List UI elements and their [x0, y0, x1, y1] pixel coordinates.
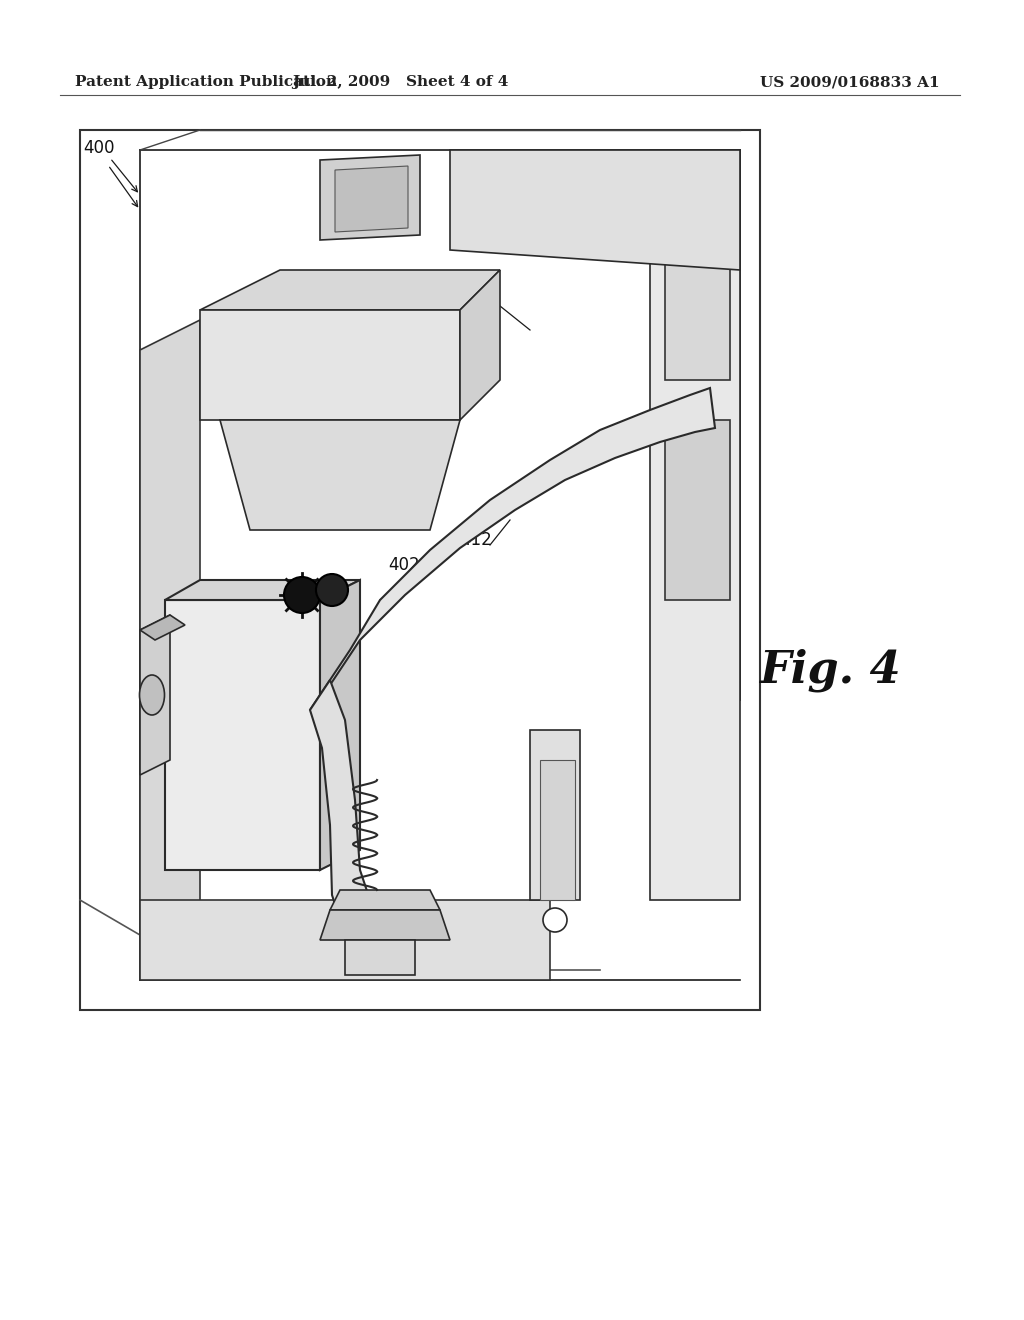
Polygon shape — [345, 940, 415, 975]
Polygon shape — [319, 154, 420, 240]
Polygon shape — [665, 420, 730, 601]
Text: 402: 402 — [388, 556, 420, 574]
Text: 406: 406 — [225, 331, 256, 348]
Circle shape — [543, 908, 567, 932]
Polygon shape — [540, 760, 575, 900]
Text: 412: 412 — [460, 531, 492, 549]
Text: US 2009/0168833 A1: US 2009/0168833 A1 — [761, 75, 940, 88]
Polygon shape — [310, 388, 715, 710]
Text: 400: 400 — [83, 139, 115, 157]
Circle shape — [316, 574, 348, 606]
Polygon shape — [310, 680, 390, 950]
Polygon shape — [220, 420, 460, 531]
Polygon shape — [140, 319, 200, 979]
Polygon shape — [140, 900, 550, 979]
Polygon shape — [530, 730, 580, 900]
Polygon shape — [165, 601, 319, 870]
Polygon shape — [450, 150, 740, 271]
Text: Fig. 4: Fig. 4 — [759, 648, 901, 692]
Polygon shape — [200, 310, 460, 420]
Circle shape — [284, 577, 319, 612]
Polygon shape — [330, 890, 440, 909]
Polygon shape — [665, 201, 730, 380]
Text: 410: 410 — [215, 647, 247, 665]
Text: 408: 408 — [295, 587, 327, 605]
Polygon shape — [140, 615, 170, 775]
Text: Jul. 2, 2009   Sheet 4 of 4: Jul. 2, 2009 Sheet 4 of 4 — [292, 75, 508, 88]
Polygon shape — [80, 129, 760, 1010]
Polygon shape — [200, 271, 500, 310]
Polygon shape — [460, 271, 500, 420]
Polygon shape — [650, 150, 740, 900]
Ellipse shape — [139, 675, 165, 715]
Text: Patent Application Publication: Patent Application Publication — [75, 75, 337, 88]
Polygon shape — [165, 579, 360, 601]
Text: 404: 404 — [460, 281, 492, 300]
Polygon shape — [319, 579, 360, 870]
Polygon shape — [335, 166, 408, 232]
Polygon shape — [319, 909, 450, 940]
Polygon shape — [140, 615, 185, 640]
